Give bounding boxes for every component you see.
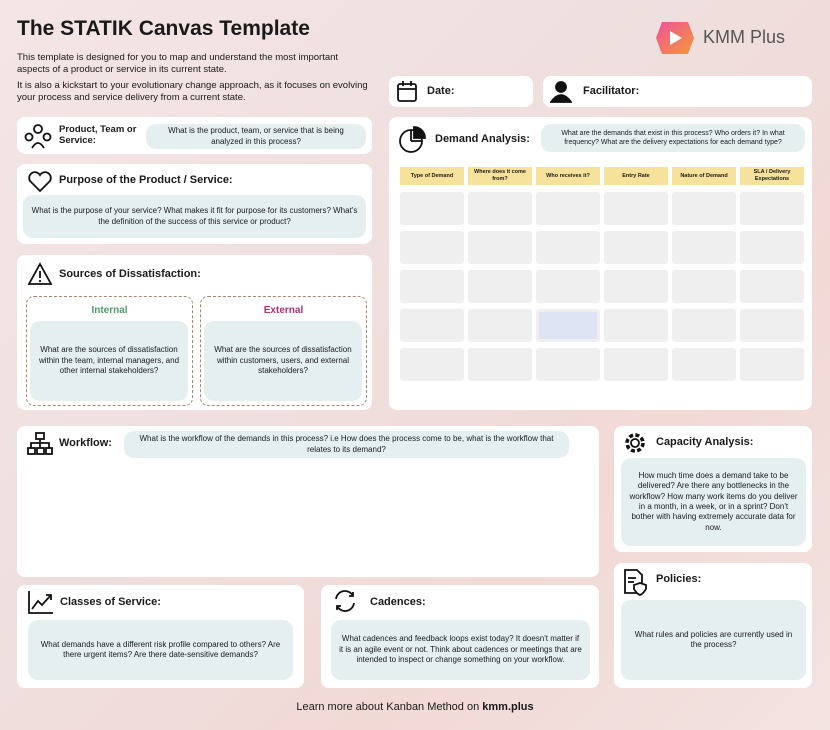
table-cell xyxy=(400,192,464,225)
table-cell xyxy=(400,231,464,264)
table-cell xyxy=(740,309,804,342)
table-cell xyxy=(672,270,736,303)
footer: Learn more about Kanban Method on kmm.pl… xyxy=(0,701,830,713)
table-cell xyxy=(536,192,600,225)
intro: It is also a kickstart to your evolution… xyxy=(17,80,368,104)
facilitator-label: Facilitator: xyxy=(583,85,640,97)
table-cell xyxy=(400,270,464,303)
external-prompt: What are the sources of dissatisfaction … xyxy=(204,321,362,401)
capacity-label: Capacity Analysis: xyxy=(656,436,754,448)
table-cell xyxy=(672,309,736,342)
cadences-prompt: What cadences and feedback loops exist t… xyxy=(331,620,590,680)
team-icon xyxy=(24,124,52,149)
classes-label: Classes of Service: xyxy=(60,596,161,608)
column-header: Who receives it? xyxy=(536,167,600,185)
date-card: Date: xyxy=(389,76,533,107)
facilitator-card: Facilitator: xyxy=(543,76,812,107)
pie-icon xyxy=(399,126,426,153)
cycle-icon xyxy=(335,590,355,612)
gear-icon xyxy=(625,433,645,453)
dissatisfaction-card: Sources of Dissatisfaction: Internal Wha… xyxy=(17,255,372,410)
table-cell xyxy=(672,348,736,381)
workflow-card: Workflow: What is the workflow of the de… xyxy=(17,426,599,577)
person-icon xyxy=(550,81,572,103)
table-cell xyxy=(740,192,804,225)
table-cell xyxy=(740,348,804,381)
dissatisfaction-label: Sources of Dissatisfaction: xyxy=(59,268,201,280)
table-cell xyxy=(536,348,600,381)
purpose-card: Purpose of the Product / Service: What i… xyxy=(17,164,372,244)
workflow-icon xyxy=(27,432,53,455)
table-cell xyxy=(604,309,668,342)
date-label: Date: xyxy=(427,85,455,97)
cadences-label: Cadences: xyxy=(370,596,426,608)
table-cell xyxy=(468,270,532,303)
table-cell xyxy=(400,348,464,381)
product-prompt: What is the product, team, or service th… xyxy=(146,124,366,149)
purpose-label: Purpose of the Product / Service: xyxy=(59,174,233,186)
table-cell xyxy=(468,231,532,264)
intro: This template is designed for you to map… xyxy=(17,52,339,76)
column-header: Where does it come from? xyxy=(468,167,532,185)
policies-label: Policies: xyxy=(656,573,702,585)
external-box: External What are the sources of dissati… xyxy=(200,296,367,406)
table-cell xyxy=(604,192,668,225)
column-header: Type of Demand xyxy=(400,167,464,185)
cadences-card: Cadences: What cadences and feedback loo… xyxy=(321,585,599,688)
table-cell xyxy=(672,192,736,225)
column-header: Nature of Demand xyxy=(672,167,736,185)
table-cell xyxy=(740,270,804,303)
demand-card: Demand Analysis: What are the demands th… xyxy=(389,117,812,410)
classes-prompt: What demands have a different risk profi… xyxy=(28,620,293,680)
demand-label: Demand Analysis: xyxy=(435,133,530,145)
product-card: Product, Team or Service: What is the pr… xyxy=(17,117,372,154)
workflow-prompt: What is the workflow of the demands in t… xyxy=(124,431,569,458)
policies-card: Policies: What rules and policies are cu… xyxy=(614,563,812,688)
heart-icon xyxy=(28,171,52,193)
classes-card: Classes of Service: What demands have a … xyxy=(17,585,304,688)
table-cell xyxy=(536,231,600,264)
internal-title: Internal xyxy=(91,305,128,316)
footer-link[interactable]: kmm.plus xyxy=(482,701,534,713)
table-cell xyxy=(740,231,804,264)
policy-icon xyxy=(624,569,647,596)
logo-text: KMM Plus xyxy=(703,27,786,47)
column-header: Entry Rate xyxy=(604,167,668,185)
capacity-prompt: How much time does a demand take to be d… xyxy=(621,458,806,546)
product-label: Product, Team or Service: xyxy=(59,124,137,146)
table-cell xyxy=(604,231,668,264)
logo-icon xyxy=(656,22,694,54)
table-cell xyxy=(400,309,464,342)
policies-prompt: What rules and policies are currently us… xyxy=(621,600,806,680)
warning-icon xyxy=(27,262,53,285)
footer-text: Learn more about Kanban Method on xyxy=(296,701,480,713)
table-cell xyxy=(536,270,600,303)
column-header: SLA / Delivery Expectations xyxy=(740,167,804,185)
external-title: External xyxy=(263,305,304,316)
calendar-icon xyxy=(397,81,417,102)
internal-prompt: What are the sources of dissatisfaction … xyxy=(30,321,188,401)
table-cell xyxy=(536,309,600,342)
title: The STATIK Canvas Template xyxy=(17,17,310,40)
table-cell xyxy=(604,270,668,303)
table-cell xyxy=(468,309,532,342)
table-cell xyxy=(604,348,668,381)
table-cell xyxy=(672,231,736,264)
capacity-card: Capacity Analysis: How much time does a … xyxy=(614,426,812,552)
purpose-prompt: What is the purpose of your service? Wha… xyxy=(23,195,366,238)
table-cell xyxy=(468,192,532,225)
demand-prompt: What are the demands that exist in this … xyxy=(541,124,805,152)
workflow-label: Workflow: xyxy=(59,437,112,449)
chart-icon xyxy=(28,591,53,614)
internal-box: Internal What are the sources of dissati… xyxy=(26,296,193,406)
table-cell xyxy=(468,348,532,381)
